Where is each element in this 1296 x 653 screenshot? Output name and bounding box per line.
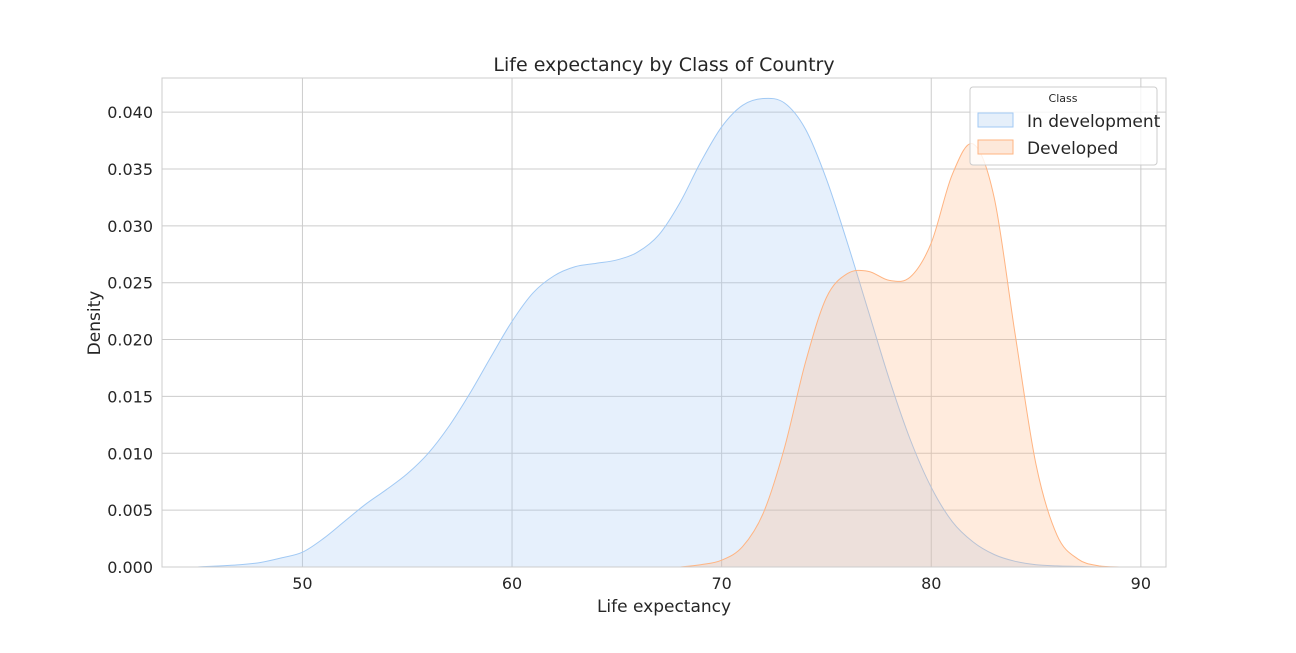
plot-frame — [161, 77, 1167, 568]
y-tick-label: 0.020 — [107, 331, 153, 350]
legend-label-developed: Developed — [1027, 139, 1118, 159]
y-tick-label: 0.030 — [107, 217, 153, 236]
density-area-developed — [679, 143, 1120, 567]
x-tick-label: 90 — [1131, 574, 1151, 593]
legend-swatch-developed — [977, 139, 1014, 155]
x-tick-label: 80 — [921, 574, 941, 593]
y-tick-label: 0.025 — [107, 274, 153, 293]
tick-layer: 50 60 70 80 90 0.000 0.005 0.010 0.015 0.020 0.025… — [107, 103, 1151, 593]
y-tick-label: 0.015 — [107, 387, 153, 406]
grid-layer — [162, 78, 1166, 568]
y-tick-label: 0.040 — [107, 103, 153, 122]
legend-label-in-development: In development — [1027, 112, 1161, 132]
y-tick-label: 0.005 — [107, 501, 153, 520]
legend-swatch-in-development — [977, 112, 1014, 128]
density-area-in-development — [197, 98, 1099, 567]
x-tick-label: 60 — [502, 574, 522, 593]
x-tick-label: 70 — [711, 574, 731, 593]
y-axis-label: Density — [85, 291, 105, 356]
density-line-in-development — [197, 97, 1099, 568]
density-line-developed — [679, 143, 1120, 568]
y-tick-label: 0.035 — [107, 160, 153, 179]
legend-title: Class — [1049, 92, 1078, 105]
x-axis-label: Life expectancy — [597, 597, 731, 617]
chart-title: Life expectancy by Class of Country — [493, 54, 834, 76]
y-tick-label: 0.000 — [107, 558, 153, 577]
legend-box — [969, 86, 1158, 166]
series-layer — [197, 97, 1120, 568]
x-tick-label: 50 — [292, 574, 312, 593]
legend: Class In development Developed — [969, 86, 1161, 166]
y-tick-label: 0.010 — [107, 444, 153, 463]
